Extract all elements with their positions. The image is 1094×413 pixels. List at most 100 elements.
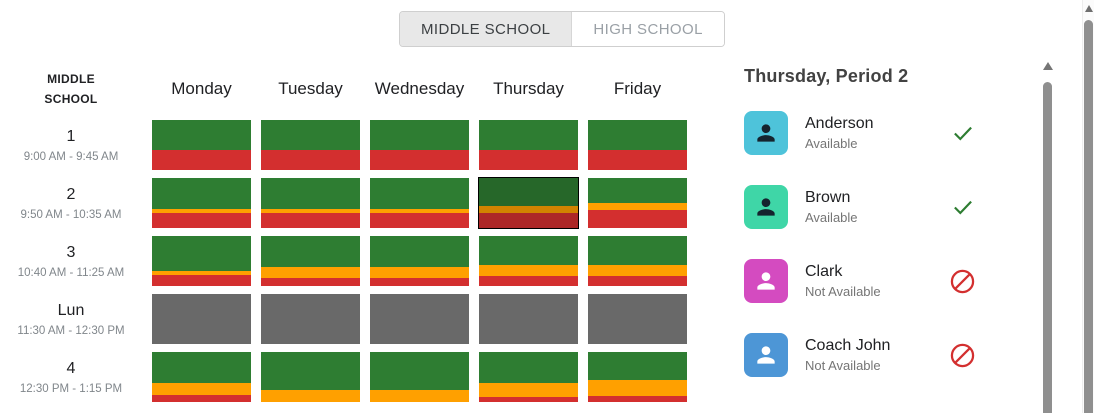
availability-stripes bbox=[152, 294, 251, 344]
availability-stripes bbox=[261, 120, 360, 170]
schedule-cell-monday-lun[interactable] bbox=[152, 294, 251, 344]
green-stripe bbox=[370, 236, 469, 267]
person-name: Coach John bbox=[805, 337, 891, 354]
person-row: Clark Not Available bbox=[744, 259, 990, 303]
detail-panel: Thursday, Period 2 Anderson Available Bro… bbox=[744, 66, 990, 407]
red-stripe bbox=[261, 150, 360, 170]
page-scrollbar-thumb[interactable] bbox=[1084, 20, 1093, 413]
status-icon bbox=[949, 268, 976, 295]
availability-stripes bbox=[261, 236, 360, 286]
availability-stripes bbox=[261, 178, 360, 228]
green-stripe bbox=[261, 120, 360, 150]
period-number: 1 bbox=[66, 127, 76, 145]
availability-stripes bbox=[152, 178, 251, 228]
availability-stripes bbox=[588, 178, 687, 228]
day-header-thursday: Thursday bbox=[493, 78, 564, 98]
schedule-cell-wednesday-lun[interactable] bbox=[370, 294, 469, 344]
orange-stripe bbox=[261, 389, 360, 402]
period-label: 2 9:50 AM - 10:35 AM bbox=[0, 178, 142, 228]
person-icon bbox=[757, 124, 775, 142]
green-stripe bbox=[370, 178, 469, 209]
schedule-cell-thursday-3[interactable] bbox=[479, 236, 578, 286]
period-number: Lun bbox=[57, 301, 85, 319]
orange-stripe bbox=[588, 380, 687, 397]
schedule-cell-monday-4[interactable] bbox=[152, 352, 251, 402]
day-header-monday: Monday bbox=[171, 78, 232, 98]
schedule-cell-monday-3[interactable] bbox=[152, 236, 251, 286]
person-row: Coach John Not Available bbox=[744, 333, 990, 377]
scroll-up-arrow-icon[interactable] bbox=[1084, 5, 1093, 12]
schedule-cell-wednesday-3[interactable] bbox=[370, 236, 469, 286]
schedule-cell-thursday-4[interactable] bbox=[479, 352, 578, 402]
orange-stripe bbox=[479, 265, 578, 277]
orange-stripe bbox=[152, 383, 251, 395]
orange-stripe bbox=[588, 265, 687, 277]
orange-stripe bbox=[152, 209, 251, 213]
panel-scrollbar[interactable] bbox=[1042, 62, 1054, 413]
red-stripe bbox=[479, 213, 578, 228]
avatar bbox=[744, 333, 788, 377]
schedule-cell-monday-1[interactable] bbox=[152, 120, 251, 170]
scroll-up-arrow-icon[interactable] bbox=[1043, 62, 1053, 70]
page-scrollbar[interactable] bbox=[1082, 0, 1094, 413]
schedule-cell-thursday-1[interactable] bbox=[479, 120, 578, 170]
schedule-cell-thursday-lun[interactable] bbox=[479, 294, 578, 344]
availability-stripes bbox=[588, 120, 687, 170]
green-stripe bbox=[370, 352, 469, 390]
gray-stripe bbox=[588, 294, 687, 344]
person-text: Brown Available bbox=[805, 189, 858, 225]
schedule-cell-friday-3[interactable] bbox=[588, 236, 687, 286]
green-stripe bbox=[261, 178, 360, 209]
orange-stripe bbox=[370, 389, 469, 402]
schedule-cell-tuesday-lun[interactable] bbox=[261, 294, 360, 344]
schedule-cell-thursday-2[interactable] bbox=[478, 177, 579, 229]
period-label: 1 9:00 AM - 9:45 AM bbox=[0, 120, 142, 170]
schedule-cell-tuesday-4[interactable] bbox=[261, 352, 360, 402]
red-stripe bbox=[588, 150, 687, 170]
availability-stripes bbox=[479, 352, 578, 402]
green-stripe bbox=[588, 352, 687, 381]
availability-stripes bbox=[370, 294, 469, 344]
person-name: Brown bbox=[805, 189, 851, 206]
schedule-cell-friday-4[interactable] bbox=[588, 352, 687, 402]
schedule-cell-friday-lun[interactable] bbox=[588, 294, 687, 344]
green-stripe bbox=[588, 120, 687, 150]
not-available-icon bbox=[950, 269, 975, 293]
red-stripe bbox=[261, 278, 360, 286]
availability-stripes bbox=[479, 236, 578, 286]
schedule-cell-wednesday-1[interactable] bbox=[370, 120, 469, 170]
schedule-cell-wednesday-4[interactable] bbox=[370, 352, 469, 402]
period-number: 4 bbox=[66, 359, 76, 377]
green-stripe bbox=[479, 236, 578, 266]
schedule-cell-friday-2[interactable] bbox=[588, 178, 687, 228]
availability-stripes bbox=[152, 236, 251, 286]
orange-stripe bbox=[152, 270, 251, 275]
schedule-cell-tuesday-3[interactable] bbox=[261, 236, 360, 286]
available-check-icon bbox=[954, 200, 972, 215]
day-header-tuesday: Tuesday bbox=[278, 78, 343, 98]
availability-stripes bbox=[588, 352, 687, 402]
schedule-cell-wednesday-2[interactable] bbox=[370, 178, 469, 228]
availability-stripes bbox=[370, 178, 469, 228]
tab-high-school[interactable]: HIGH SCHOOL bbox=[571, 12, 724, 46]
red-stripe bbox=[261, 213, 360, 228]
school-tab-group: MIDDLE SCHOOL HIGH SCHOOL bbox=[399, 11, 725, 47]
green-stripe bbox=[588, 178, 687, 203]
schedule-cell-tuesday-2[interactable] bbox=[261, 178, 360, 228]
red-stripe bbox=[152, 150, 251, 170]
person-name: Anderson bbox=[805, 115, 874, 132]
green-stripe bbox=[152, 352, 251, 383]
availability-stripes bbox=[479, 178, 578, 228]
orange-stripe bbox=[370, 266, 469, 278]
period-label: Lun 11:30 AM - 12:30 PM bbox=[0, 294, 142, 344]
status-icon bbox=[949, 342, 976, 369]
table-corner-label: MIDDLE SCHOOL bbox=[44, 71, 98, 106]
person-row: Brown Available bbox=[744, 185, 990, 229]
schedule-cell-monday-2[interactable] bbox=[152, 178, 251, 228]
schedule-cell-tuesday-1[interactable] bbox=[261, 120, 360, 170]
schedule-cell-friday-1[interactable] bbox=[588, 120, 687, 170]
person-status: Not Available bbox=[805, 284, 881, 299]
tab-middle-school[interactable]: MIDDLE SCHOOL bbox=[400, 12, 572, 46]
panel-scrollbar-thumb[interactable] bbox=[1043, 82, 1052, 413]
